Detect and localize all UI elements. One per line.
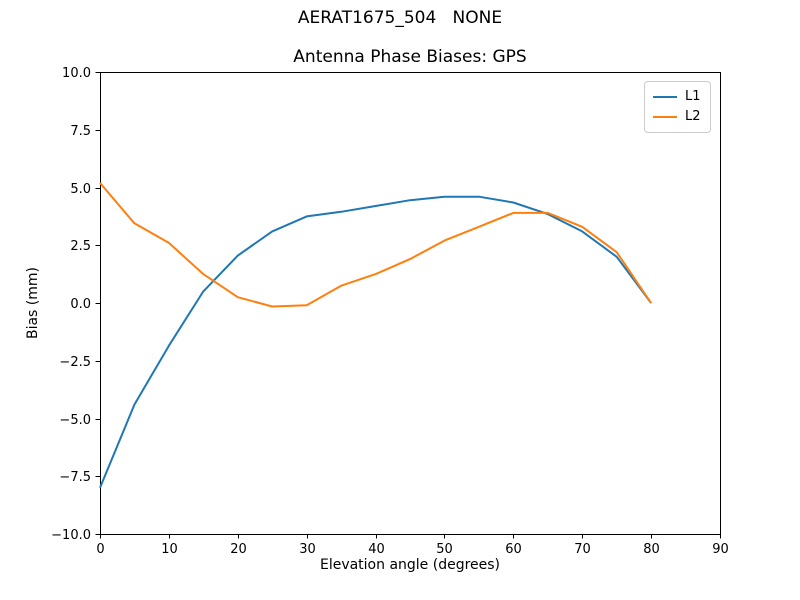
x-tick-label: 10 [161, 542, 178, 557]
x-tick-label: 90 [712, 542, 729, 557]
x-tick-label: 0 [96, 542, 104, 557]
series-line-l2 [99, 182, 652, 308]
x-tick-label: 20 [230, 542, 247, 557]
x-axis-label: Elevation angle (degrees) [319, 557, 501, 573]
y-tick-label: −2.5 [59, 355, 91, 370]
axes-spines [100, 72, 721, 535]
y-tick-label: 10.0 [62, 66, 91, 81]
y-tick-label: 7.5 [70, 124, 91, 139]
figure-suptitle: AERAT1675_504 NONE [297, 8, 503, 28]
l1-line-swatch [653, 96, 677, 98]
y-tick-label: −5.0 [59, 413, 91, 428]
legend-label-l2: L2 [685, 109, 701, 124]
x-tick-label: 70 [574, 542, 591, 557]
y-tick-label: 2.5 [70, 239, 91, 254]
y-tick-label: 0.0 [70, 297, 91, 312]
x-tick-label: 40 [368, 542, 385, 557]
y-tick-label: −7.5 [59, 470, 91, 485]
legend-label-l1: L1 [685, 89, 701, 104]
x-tick-label: 50 [436, 542, 453, 557]
series-line-l1 [99, 195, 652, 489]
axes-title: Antenna Phase Biases: GPS [293, 47, 527, 67]
y-tick-label: 5.0 [70, 182, 91, 197]
y-tick-label: −10.0 [51, 528, 91, 543]
x-tick-label: 30 [299, 542, 316, 557]
l2-line-swatch [653, 116, 677, 118]
y-axis-label: Bias (mm) [25, 266, 41, 340]
x-tick-label: 80 [643, 542, 660, 557]
legend-item-l2: L2 [653, 107, 701, 127]
legend-item-l1: L1 [653, 87, 701, 107]
legend: L1 L2 [644, 81, 711, 133]
x-tick-label: 60 [505, 542, 522, 557]
